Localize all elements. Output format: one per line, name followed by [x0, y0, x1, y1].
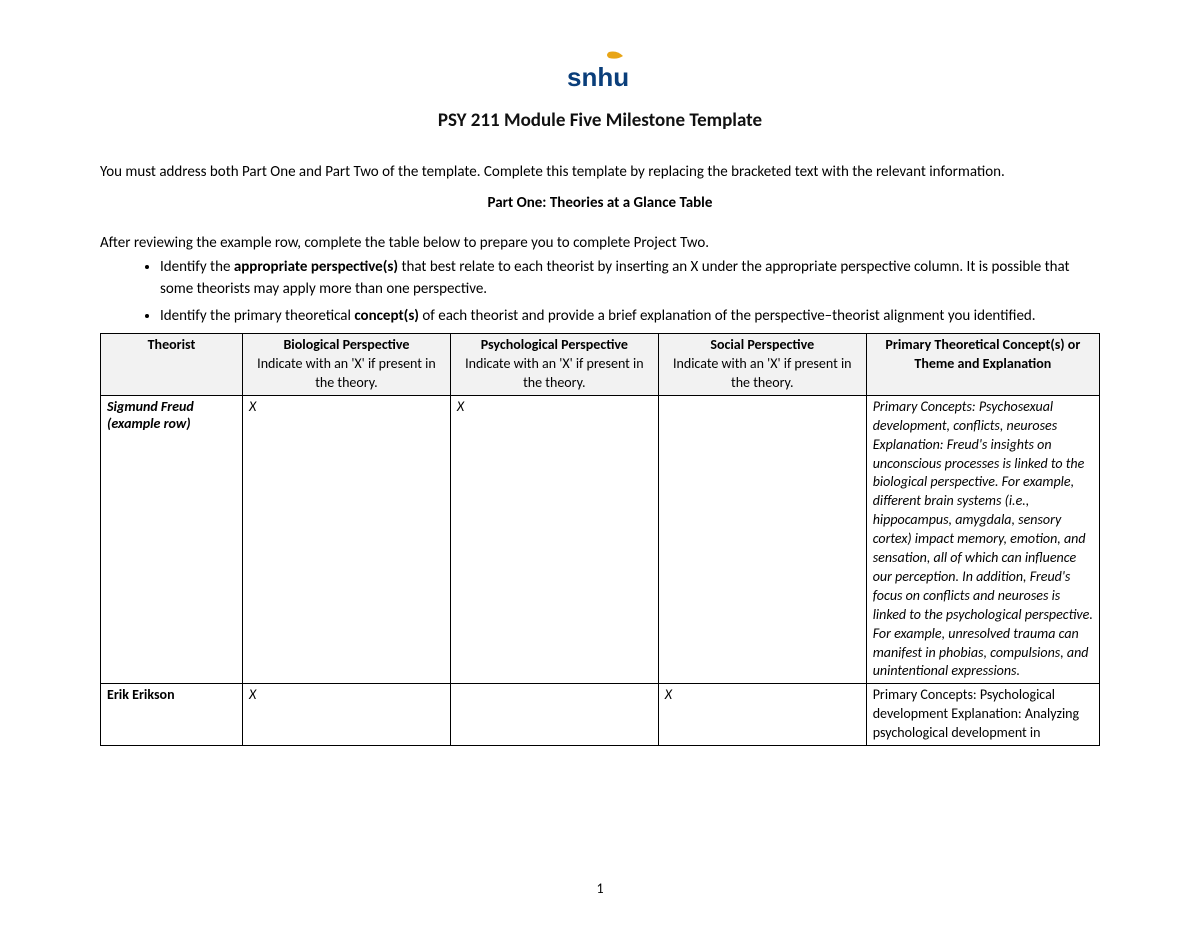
- header-prim-bold: Primary Theoretical Concept(s) or Theme …: [873, 336, 1093, 374]
- header-bio-bold: Biological Perspective: [249, 336, 444, 355]
- intro-paragraph: You must address both Part One and Part …: [100, 162, 1100, 184]
- bio-cell: X: [242, 684, 450, 746]
- header-social: Social Perspective Indicate with an 'X' …: [658, 334, 866, 396]
- theories-table: Theorist Biological Perspective Indicate…: [100, 333, 1100, 746]
- bio-cell: X: [242, 395, 450, 683]
- explanation-cell: Primary Concepts: Psychosexual developme…: [866, 395, 1099, 683]
- bullet-2-pre: Identify the primary theoretical: [160, 307, 354, 325]
- theorist-cell: Erik Erikson: [101, 684, 243, 746]
- snhu-logo: snhu: [565, 50, 635, 99]
- bullet-item-1: Identify the appropriate perspective(s) …: [160, 256, 1100, 301]
- header-theorist: Theorist: [101, 334, 243, 396]
- bullet-2-bold: concept(s): [354, 307, 419, 325]
- psy-cell: X: [450, 395, 658, 683]
- document-page: snhu PSY 211 Module Five Milestone Templ…: [0, 0, 1200, 746]
- header-biological: Biological Perspective Indicate with an …: [242, 334, 450, 396]
- logo-container: snhu: [100, 50, 1100, 99]
- bullet-item-2: Identify the primary theoretical concept…: [160, 305, 1100, 328]
- header-theorist-label: Theorist: [107, 336, 236, 355]
- table-row: Erik EriksonXXPrimary Concepts: Psycholo…: [101, 684, 1100, 746]
- document-title: PSY 211 Module Five Milestone Template: [100, 109, 1100, 132]
- header-primary: Primary Theoretical Concept(s) or Theme …: [866, 334, 1099, 396]
- svg-text:snhu: snhu: [567, 62, 629, 92]
- part-one-heading: Part One: Theories at a Glance Table: [100, 194, 1100, 212]
- soc-cell: X: [658, 684, 866, 746]
- theorist-cell: Sigmund Freud (example row): [101, 395, 243, 683]
- bullet-2-post: of each theorist and provide a brief exp…: [419, 307, 1036, 325]
- bullet-1-pre: Identify the: [160, 258, 234, 276]
- header-soc-bold: Social Perspective: [665, 336, 860, 355]
- table-row: Sigmund Freud (example row)XXPrimary Con…: [101, 395, 1100, 683]
- soc-cell: [658, 395, 866, 683]
- header-bio-sub: Indicate with an 'X' if present in the t…: [257, 355, 436, 391]
- instructions-paragraph: After reviewing the example row, complet…: [100, 234, 1100, 252]
- header-psy-sub: Indicate with an 'X' if present in the t…: [465, 355, 644, 391]
- bullet-1-bold: appropriate perspective(s): [234, 258, 398, 276]
- psy-cell: [450, 684, 658, 746]
- page-number: 1: [0, 880, 1200, 897]
- explanation-cell: Primary Concepts: Psychological developm…: [866, 684, 1099, 746]
- instruction-bullets: Identify the appropriate perspective(s) …: [100, 256, 1100, 328]
- header-psychological: Psychological Perspective Indicate with …: [450, 334, 658, 396]
- table-body: Sigmund Freud (example row)XXPrimary Con…: [101, 395, 1100, 745]
- header-soc-sub: Indicate with an 'X' if present in the t…: [673, 355, 852, 391]
- header-psy-bold: Psychological Perspective: [457, 336, 652, 355]
- table-header-row: Theorist Biological Perspective Indicate…: [101, 334, 1100, 396]
